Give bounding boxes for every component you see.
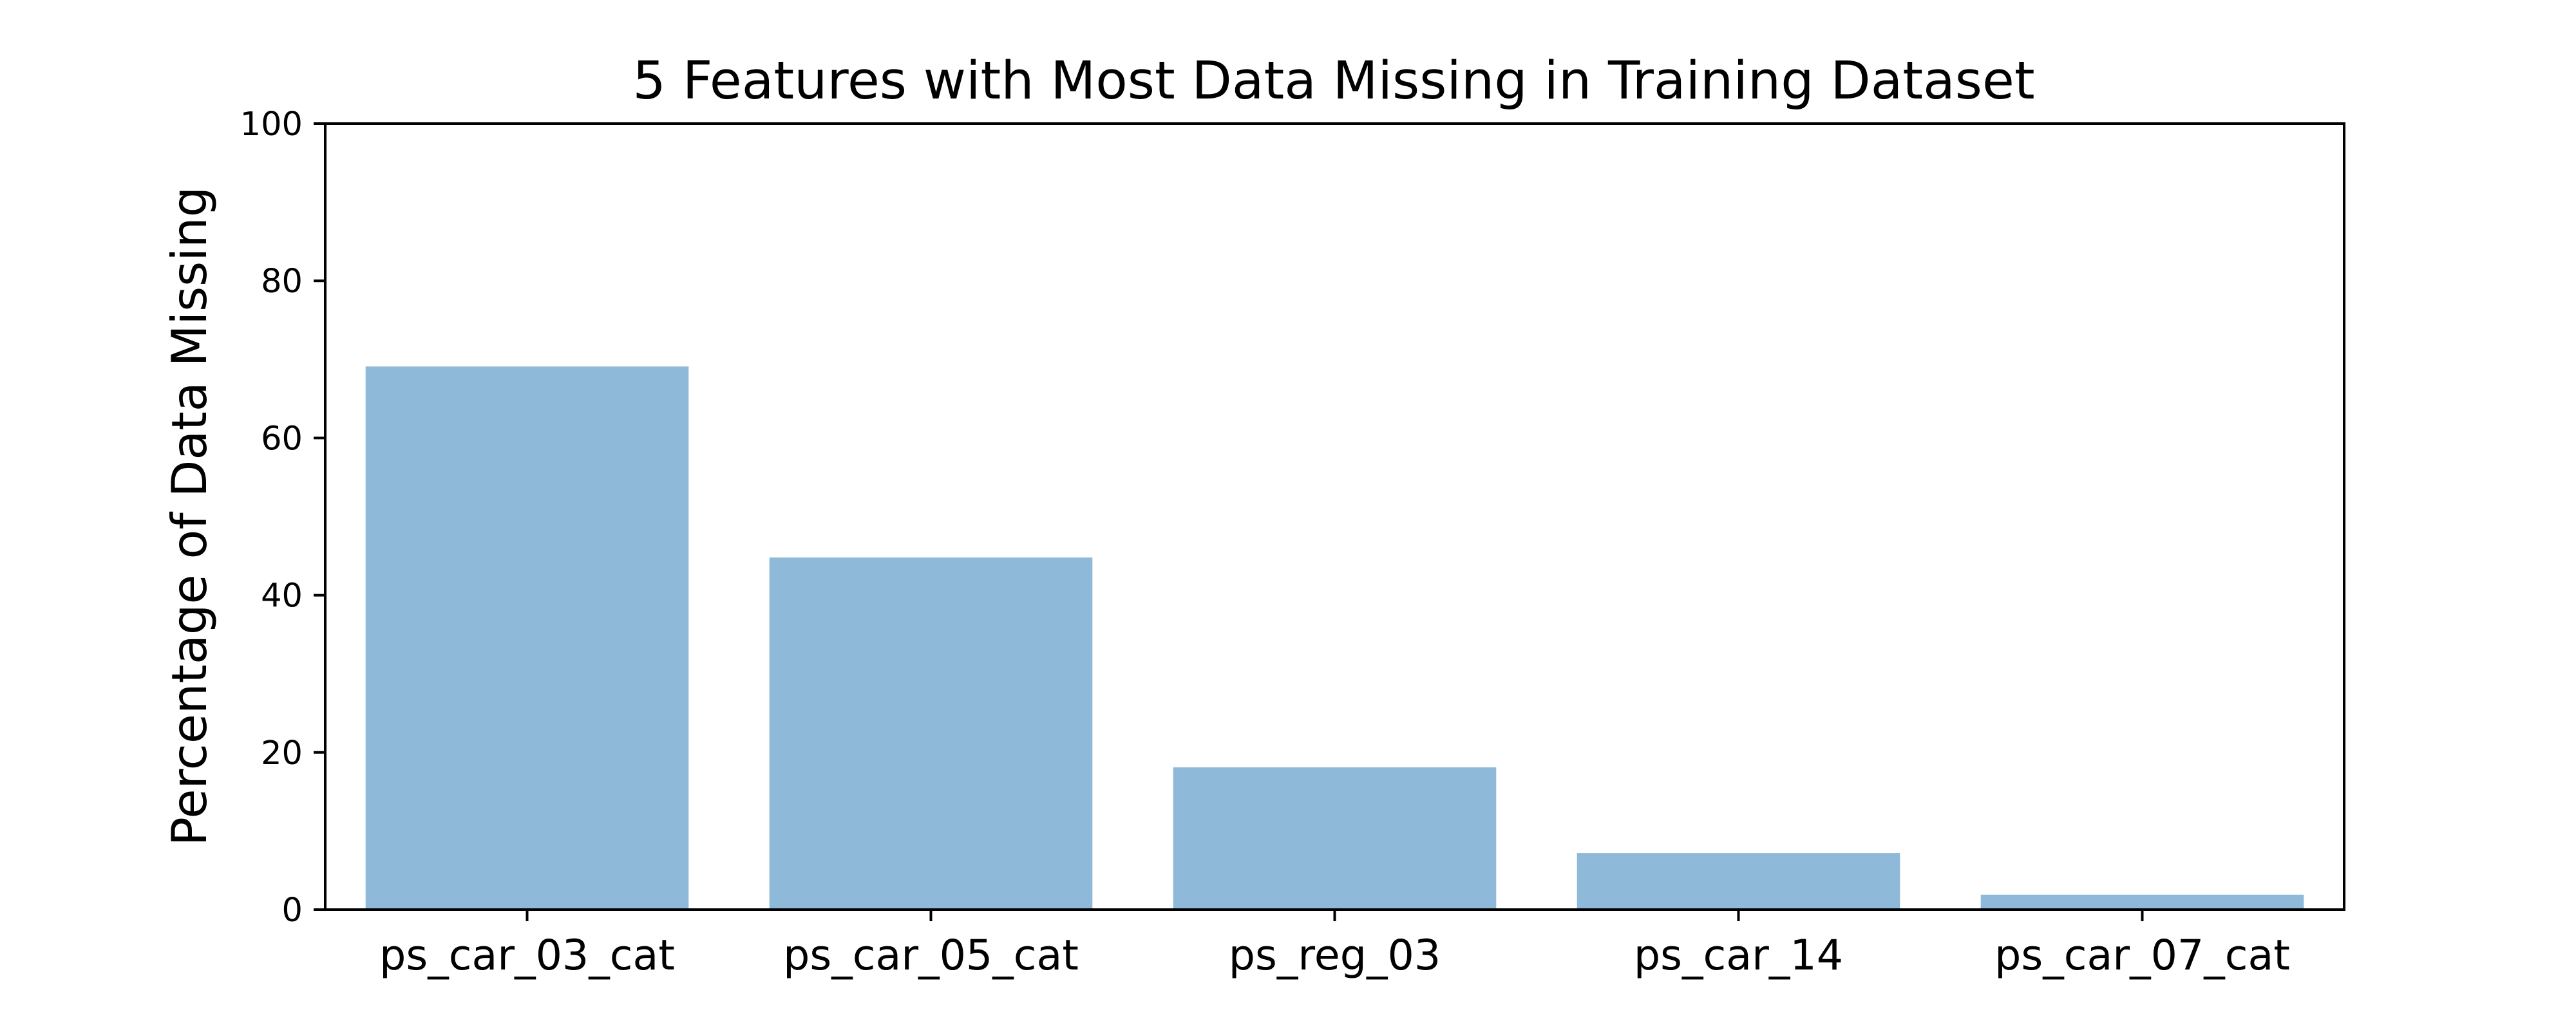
x-axis: ps_car_03_cat ps_car_05_cat ps_reg_03 ps_ca… <box>379 910 2290 980</box>
bars-layer <box>365 366 2304 910</box>
y-tick-label: 0 <box>282 892 303 930</box>
y-tick-label: 60 <box>261 420 303 458</box>
x-tick-label: ps_car_07_cat <box>1994 932 2290 980</box>
y-tick-label: 20 <box>261 735 303 772</box>
x-tick-label: ps_car_03_cat <box>379 932 675 980</box>
y-tick-label: 100 <box>240 106 303 144</box>
chart-title: 5 Features with Most Data Missing in Tra… <box>632 51 2034 111</box>
bar-ps_car_03_cat <box>365 366 689 910</box>
x-tick-label: ps_reg_03 <box>1229 932 1441 980</box>
y-axis: 0 20 40 60 80 100 <box>240 106 325 930</box>
y-axis-label: Percentage of Data Missing <box>161 187 218 846</box>
plot-frame <box>324 122 2345 911</box>
bar-ps_car_07_cat <box>1980 894 2304 910</box>
y-tick-label: 40 <box>261 577 303 615</box>
bar-ps_car_05_cat <box>769 557 1093 910</box>
bar-ps_car_14 <box>1577 853 1900 910</box>
bar-ps_reg_03 <box>1173 767 1497 910</box>
x-tick-label: ps_car_05_cat <box>783 932 1079 980</box>
y-tick-label: 80 <box>261 263 303 301</box>
x-tick-label: ps_car_14 <box>1634 932 1843 980</box>
